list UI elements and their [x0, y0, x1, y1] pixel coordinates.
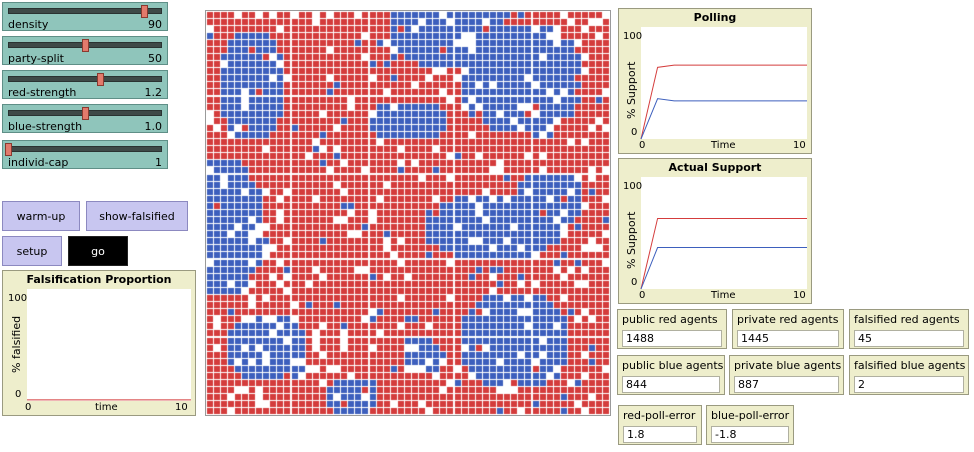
monitor-private-blue-agents: private blue agents 887	[729, 355, 844, 395]
y-min-tick: 0	[631, 127, 638, 138]
slider-value: 90	[148, 18, 162, 31]
y-max-tick: 100	[623, 31, 643, 42]
plot-area	[27, 289, 191, 401]
slider-value: 1.2	[144, 86, 163, 99]
slider-thumb[interactable]	[140, 5, 148, 18]
go-label: go	[91, 244, 105, 258]
slider-individ-cap[interactable]: individ-cap 1	[2, 140, 168, 169]
monitor-label: falsified blue agents	[854, 359, 966, 372]
x-min-tick: 0	[639, 140, 646, 151]
y-min-tick: 0	[15, 389, 22, 400]
plot-title: Actual Support	[668, 161, 762, 174]
slider-track[interactable]	[8, 146, 162, 152]
plot-title: Falsification Proportion	[26, 273, 172, 286]
slider-density[interactable]: density 90	[2, 2, 168, 31]
slider-red-strength[interactable]: red-strength 1.2	[2, 70, 168, 99]
x-max-tick: 10	[175, 402, 188, 413]
show-falsified-button[interactable]: show-falsified	[86, 201, 188, 231]
y-min-tick: 0	[631, 277, 638, 288]
slider-label: blue-strength	[8, 120, 83, 133]
monitor-label: public blue agents	[622, 359, 724, 372]
monitor-value: 1488	[622, 330, 722, 347]
monitor-public-red-agents: public red agents 1488	[617, 309, 727, 349]
plot-area	[641, 27, 807, 139]
actual-support-plot: Actual Support 100 0 0 10 Time % Support	[618, 158, 812, 304]
slider-blue-strength[interactable]: blue-strength 1.0	[2, 104, 168, 133]
monitor-value: 1445	[737, 330, 839, 347]
monitor-label: private blue agents	[734, 359, 842, 372]
y-max-tick: 100	[8, 293, 28, 304]
slider-label: density	[8, 18, 49, 31]
series-line-1	[640, 247, 807, 290]
monitor-value: 45	[854, 330, 964, 347]
world-grid[interactable]	[206, 11, 610, 415]
polling-chart	[640, 64, 807, 140]
y-axis-label: % Support	[625, 61, 638, 119]
setup-button[interactable]: setup	[2, 236, 62, 266]
warm-up-label: warm-up	[16, 209, 66, 223]
slider-thumb[interactable]	[5, 143, 12, 156]
slider-label: party-split	[8, 52, 64, 65]
actual-support-chart	[640, 217, 807, 290]
slider-value: 1.0	[144, 120, 163, 133]
x-max-tick: 10	[793, 290, 806, 301]
slider-track[interactable]	[8, 8, 162, 14]
monitor-label: falsified red agents	[854, 313, 960, 326]
slider-track[interactable]	[8, 76, 162, 82]
x-min-tick: 0	[25, 402, 32, 413]
world-view[interactable]	[205, 10, 611, 416]
x-axis-label: Time	[711, 290, 736, 301]
slider-label: individ-cap	[8, 156, 69, 169]
slider-thumb[interactable]	[97, 73, 105, 86]
slider-thumb[interactable]	[82, 39, 89, 52]
slider-thumb[interactable]	[82, 107, 89, 120]
polling-plot: Polling 100 0 0 10 Time % Support	[618, 8, 812, 154]
y-max-tick: 100	[623, 181, 643, 192]
plot-title: Polling	[693, 11, 737, 24]
slider-value: 1	[155, 156, 162, 169]
monitor-falsified-blue-agents: falsified blue agents 2	[849, 355, 969, 395]
slider-party-split[interactable]: party-split 50	[2, 36, 168, 65]
show-falsified-label: show-falsified	[99, 209, 175, 223]
monitor-label: red-poll-error	[623, 409, 696, 422]
slider-label: red-strength	[8, 86, 77, 99]
monitor-label: blue-poll-error	[711, 409, 790, 422]
monitor-label: public red agents	[622, 313, 718, 326]
monitor-public-blue-agents: public blue agents 844	[617, 355, 725, 395]
x-max-tick: 10	[793, 140, 806, 151]
plot-area	[641, 177, 807, 289]
monitor-value: 2	[854, 376, 964, 393]
series-line-0	[640, 217, 807, 290]
monitor-blue-poll-error: blue-poll-error -1.8	[706, 405, 794, 445]
monitor-label: private red agents	[737, 313, 839, 326]
monitor-falsified-red-agents: falsified red agents 45	[849, 309, 969, 349]
series-line-1	[640, 98, 807, 140]
x-min-tick: 0	[639, 290, 646, 301]
series-line-0	[640, 64, 807, 140]
y-axis-label: % Support	[625, 211, 638, 269]
monitor-value: 844	[622, 376, 720, 393]
warm-up-button[interactable]: warm-up	[2, 201, 80, 231]
monitor-private-red-agents: private red agents 1445	[732, 309, 844, 349]
slider-value: 50	[148, 52, 162, 65]
falsification-plot: Falsification Proportion 100 0 0 10 time…	[2, 270, 196, 416]
monitor-red-poll-error: red-poll-error 1.8	[618, 405, 702, 445]
y-axis-label: % falsified	[10, 315, 23, 373]
setup-label: setup	[16, 244, 48, 258]
monitor-value: 887	[734, 376, 839, 393]
x-axis-label: Time	[711, 140, 736, 151]
go-button[interactable]: go	[68, 236, 128, 266]
monitor-value: -1.8	[711, 426, 789, 443]
x-axis-label: time	[95, 402, 118, 413]
monitor-value: 1.8	[623, 426, 697, 443]
falsification-chart	[27, 399, 191, 401]
